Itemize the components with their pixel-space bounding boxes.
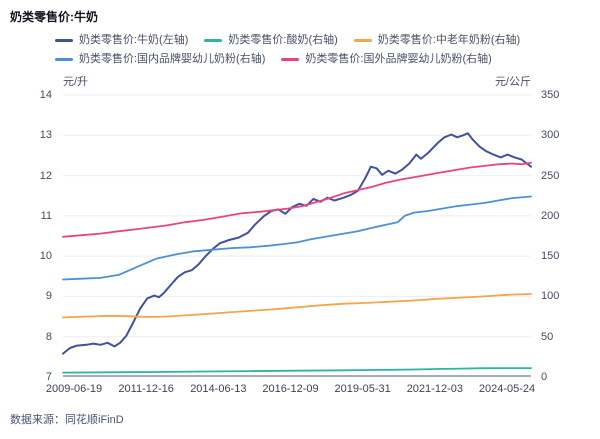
- legend-label: 奶类零售价:国内品牌婴幼儿奶粉(右轴): [79, 53, 266, 65]
- x-tick-label: 2019-05-31: [334, 383, 391, 395]
- left-tick-label: 8: [45, 330, 52, 343]
- x-tick-label: 2009-06-19: [45, 383, 103, 395]
- legend-item-0[interactable]: 奶类零售价:牛奶(左轴): [55, 33, 188, 47]
- left-tick-label: 14: [39, 89, 52, 101]
- right-axis-unit-label: 元/公斤: [494, 76, 531, 88]
- legend-marker-icon: [281, 57, 300, 61]
- series-line-0: [62, 132, 532, 355]
- legend-label: 奶类零售价:中老年奶粉(右轴): [377, 34, 521, 46]
- data-source: 数据来源：同花顺iFinD: [10, 414, 124, 426]
- legend-label: 奶类零售价:国外品牌婴幼儿奶粉(右轴): [305, 53, 492, 65]
- legend-item-3[interactable]: 奶类零售价:国内品牌婴幼儿奶粉(右轴): [55, 52, 265, 66]
- legend: 奶类零售价:牛奶(左轴) 奶类零售价:酸奶(右轴) 奶类零售价:中老年奶粉(右轴) 奶…: [55, 33, 560, 66]
- right-tick-label: 50: [541, 330, 554, 343]
- series-line-2: [62, 293, 532, 319]
- legend-item-4[interactable]: 奶类零售价:国外品牌婴幼儿奶粉(右轴): [281, 52, 492, 66]
- right-tick-label: 0: [541, 371, 548, 383]
- legend-label: 奶类零售价:酸奶(右轴): [228, 34, 338, 46]
- right-tick-label: 100: [541, 290, 560, 303]
- right-tick-label: 200: [541, 209, 560, 222]
- right-tick-label: 300: [541, 129, 560, 142]
- left-axis-unit-label: 元/升: [63, 76, 89, 88]
- right-tick-label: 350: [541, 89, 560, 101]
- right-tick-label: 150: [541, 250, 560, 263]
- legend-item-2[interactable]: 奶类零售价:中老年奶粉(右轴): [353, 33, 521, 47]
- x-tick-label: 2024-05-24: [478, 383, 536, 395]
- x-tick-label: 2021-12-03: [406, 383, 463, 395]
- legend-marker-icon: [204, 38, 223, 42]
- left-tick-label: 13: [39, 129, 52, 142]
- x-tick-label: 2016-12-09: [262, 383, 319, 395]
- x-tick-label: 2014-06-13: [190, 383, 247, 395]
- series-line-1: [62, 367, 532, 374]
- left-tick-label: 9: [45, 290, 52, 303]
- legend-item-1[interactable]: 奶类零售价:酸奶(右轴): [204, 33, 338, 47]
- left-tick-label: 11: [40, 209, 52, 222]
- legend-marker-icon: [55, 38, 73, 42]
- right-tick-label: 250: [541, 169, 560, 182]
- legend-marker-icon: [353, 38, 372, 42]
- series-line-4: [62, 161, 532, 238]
- x-tick-label: 2011-12-16: [118, 383, 174, 395]
- line-chart: [62, 94, 532, 377]
- legend-marker-icon: [55, 57, 73, 61]
- series-line-3: [62, 195, 532, 281]
- legend-label: 奶类零售价:牛奶(左轴): [79, 34, 189, 46]
- left-tick-label: 10: [39, 250, 52, 263]
- page-title: 奶类零售价:牛奶: [10, 10, 98, 24]
- left-tick-label: 7: [45, 371, 52, 383]
- left-tick-label: 12: [39, 169, 52, 182]
